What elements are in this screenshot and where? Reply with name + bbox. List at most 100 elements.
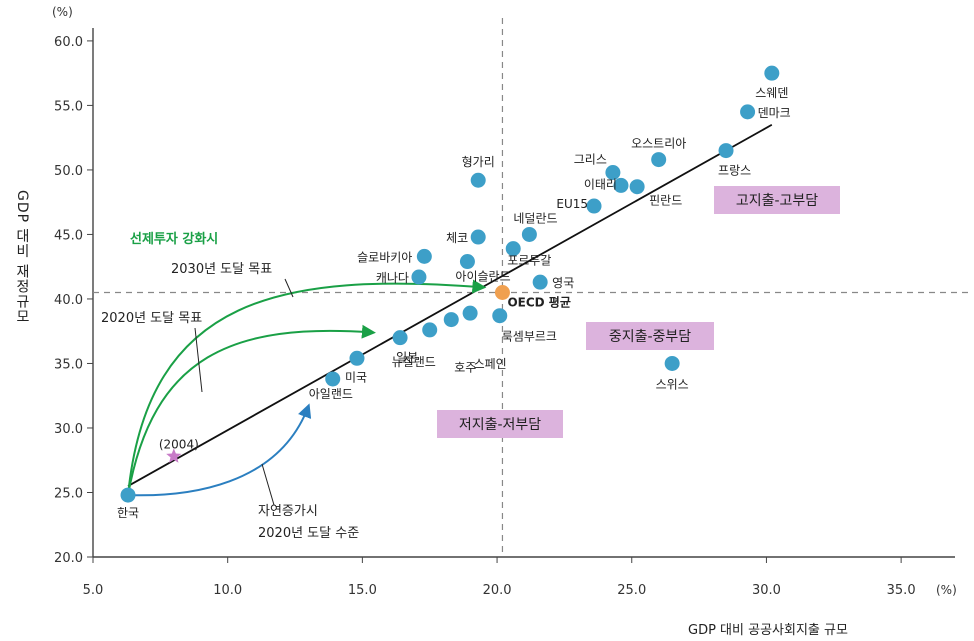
regression-line-group [127, 123, 773, 487]
x-unit-label: (%) [936, 583, 957, 597]
data-point [120, 487, 136, 503]
data-point [505, 241, 521, 257]
x-tick-label: 15.0 [348, 583, 377, 598]
point-label: 프랑스 [718, 164, 751, 178]
y-tick-label: 45.0 [54, 228, 83, 243]
data-point [349, 350, 365, 366]
data-point [605, 165, 621, 181]
data-point [651, 152, 667, 168]
path-2020-target [127, 324, 376, 496]
data-point [532, 274, 548, 290]
data-point [613, 177, 629, 193]
point-label: 포르투갈 [507, 254, 551, 268]
data-point [470, 229, 486, 245]
y-tick-label: 40.0 [54, 293, 83, 308]
point-label: 미국 [345, 370, 367, 384]
point-label: 스페인 [474, 357, 507, 371]
point-label: 체코 [446, 231, 468, 245]
data-point [586, 198, 602, 214]
data-point [416, 248, 432, 264]
y-tick-label: 55.0 [54, 99, 83, 114]
leader-2030 [284, 278, 294, 298]
x-axis-title: GDP 대비 공공사회지출 규모 [688, 623, 848, 638]
data-point [443, 312, 459, 328]
korea-2004-label: (2004) [159, 437, 199, 451]
korea-2004-star [166, 448, 182, 463]
point-label: 뉴질랜드 [392, 355, 436, 369]
data-point [462, 305, 478, 321]
data-point [392, 330, 408, 346]
quadrant-box [714, 186, 840, 214]
point-label: 영국 [552, 276, 574, 290]
quadrant-box [437, 410, 563, 438]
y-tick-label: 50.0 [54, 164, 83, 179]
path-label-2030: 2030년 도달 목표 [171, 262, 272, 277]
path-label-natural-growth: 자연증가시 [258, 504, 318, 519]
scenario-paths [127, 279, 487, 497]
point-label: 이태리 [584, 177, 617, 191]
data-point [764, 65, 780, 81]
point-label: 일본 [396, 351, 418, 365]
data-point [422, 322, 438, 338]
path-label-proactive: 선제투자 강화시 [130, 231, 218, 247]
x-tick-label: 5.0 [83, 583, 104, 598]
x-tick-label: 20.0 [483, 583, 512, 598]
point-label: 덴마크 [758, 106, 791, 120]
point-label: 슬로바키아 [357, 250, 412, 264]
point-label: 캐나다 [376, 271, 409, 285]
data-point [459, 254, 475, 270]
point-label: 핀란드 [649, 194, 682, 208]
y-tick-label: 35.0 [54, 357, 83, 372]
data-points [120, 65, 780, 503]
oecd-average-label: OECD 평균 [507, 296, 570, 310]
regression-line [127, 123, 773, 487]
point-label: 스웨덴 [755, 86, 788, 100]
x-tick-label: 25.0 [617, 583, 646, 598]
data-point [718, 143, 734, 159]
quadrant-box [586, 322, 714, 350]
quadrant-label: 저지출-저부담 [459, 417, 541, 433]
point-label: 오스트리아 [631, 137, 686, 151]
data-point [411, 269, 427, 285]
x-tick-label: 30.0 [752, 583, 781, 598]
point-label: 룩셈부르크 [502, 330, 557, 344]
quadrant-label: 중지출-중부담 [609, 329, 691, 345]
point-label: 한국 [117, 506, 139, 520]
leader-2020 [194, 327, 203, 393]
point-label: 스위스 [656, 377, 689, 391]
reference-lines [93, 18, 970, 557]
point-label: 호주 [454, 361, 476, 375]
quadrant-label: 고지출-고부담 [736, 193, 818, 209]
point-label: 형가리 [462, 155, 495, 169]
path-natural-growth [127, 403, 312, 497]
x-tick-label: 10.0 [213, 583, 242, 598]
y-tick-label: 25.0 [54, 486, 83, 501]
point-label: 그리스 [574, 153, 607, 167]
y-tick-label: 20.0 [54, 551, 83, 566]
point-label: 아일랜드 [309, 387, 353, 401]
path-2030-target [127, 279, 487, 496]
y-axis-title: GDP 대비 재정규모 [14, 190, 30, 324]
data-point [492, 308, 508, 324]
point-label: 아이슬란드 [455, 270, 510, 284]
data-point [470, 172, 486, 188]
data-point [629, 179, 645, 195]
x-tick-label: 35.0 [887, 583, 916, 598]
y-unit-label: (%) [52, 5, 73, 19]
data-point [325, 371, 341, 387]
point-label: EU15 [556, 197, 588, 211]
path-label-natural-growth: 2020년 도달 수준 [258, 526, 359, 541]
oecd-average-point [494, 285, 510, 300]
data-point [740, 104, 756, 120]
axis-ticks: 20.0 25.0 30.0 35.0 40.0 45.0 50.0 55.0 60.0 5.0 1… [54, 35, 916, 598]
data-point [521, 226, 537, 242]
leader-natural [261, 463, 275, 506]
path-label-2020: 2020년 도달 목표 [101, 311, 202, 326]
y-tick-label: 30.0 [54, 422, 83, 437]
data-point [664, 355, 680, 371]
y-tick-label: 60.0 [54, 35, 83, 50]
